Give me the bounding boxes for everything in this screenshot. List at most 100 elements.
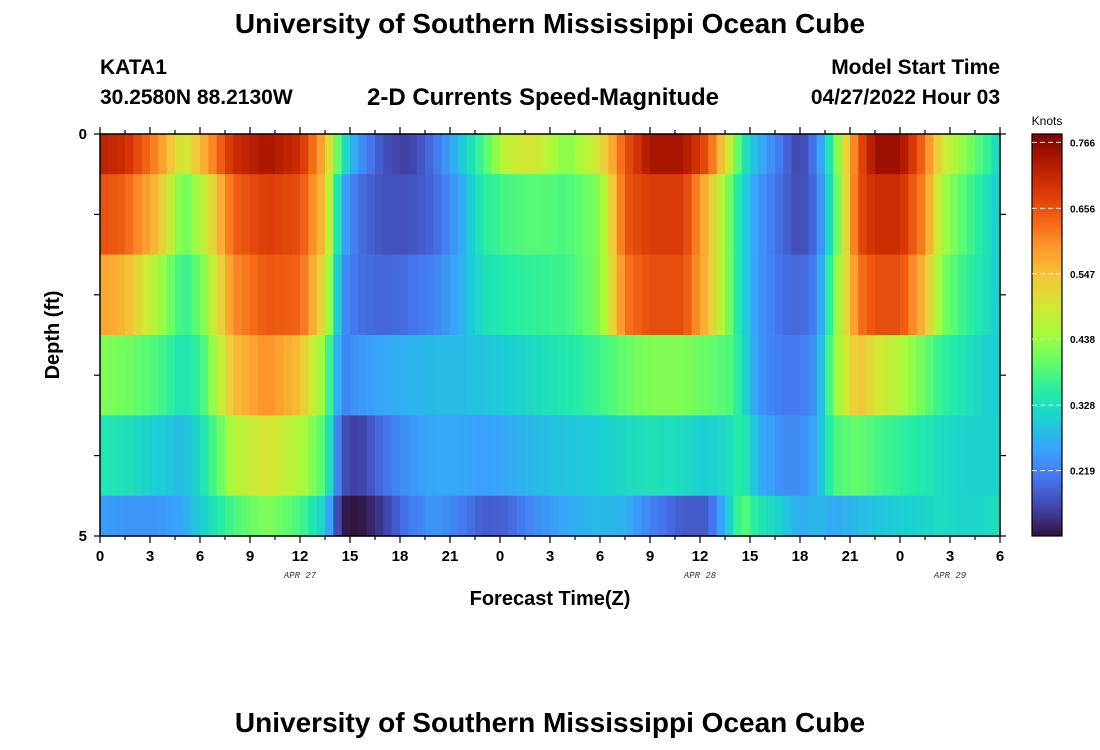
heatmap-cell [366, 254, 376, 336]
heatmap-cell [391, 134, 401, 175]
heatmap-cell [733, 174, 743, 256]
heatmap-cell [925, 174, 934, 256]
x-tick-label: 0 [496, 548, 504, 565]
heatmap-cell [258, 335, 268, 416]
heatmap-cell [383, 335, 393, 416]
heatmap-cell [833, 415, 843, 497]
heatmap-cell [400, 415, 409, 497]
heatmap-cell [391, 415, 401, 497]
heatmap-cell [758, 254, 768, 336]
heatmap-cell [300, 495, 309, 537]
heatmap-cell [966, 174, 976, 256]
heatmap-cell [741, 174, 751, 256]
heatmap-cell [116, 174, 126, 256]
heatmap-cell [341, 134, 351, 175]
heatmap-cell [208, 415, 218, 497]
heatmap-cell [766, 415, 776, 497]
heatmap-cell [316, 254, 326, 336]
heatmap-cell [200, 495, 209, 537]
heatmap-cell [433, 174, 443, 256]
heatmap-cell [116, 415, 126, 497]
heatmap-cell [800, 335, 809, 416]
heatmap-cell [483, 335, 493, 416]
heatmap-cell [683, 415, 693, 497]
heatmap-cell [383, 174, 393, 256]
heatmap-cell [466, 495, 476, 537]
heatmap-cell [516, 415, 526, 497]
heatmap-cell [858, 335, 868, 416]
heatmap-cell [550, 254, 559, 336]
heatmap-cell [916, 495, 926, 537]
heatmap-cell [400, 134, 409, 175]
heatmap-cell [691, 174, 701, 256]
heatmap-cell [300, 415, 309, 497]
heatmap-cell [241, 335, 251, 416]
heatmap-cell [800, 495, 809, 537]
heatmap-cell [508, 495, 518, 537]
heatmap-cell [558, 254, 568, 336]
heatmap-cell [258, 254, 268, 336]
heatmap-cell [575, 415, 584, 497]
heatmap-cell [350, 495, 359, 537]
heatmap-cell [591, 254, 601, 336]
heatmap-cell [483, 415, 493, 497]
heatmap-chart: 0 3 6 9 12 15 18 21 0 3 6 9 12 15 18 21 0 3 6 APR 27 APR 28 A… [42, 114, 1095, 610]
heatmap-cell [241, 254, 251, 336]
heatmap-cell [333, 335, 343, 416]
heatmap-cell [833, 174, 843, 256]
heatmap-cell [175, 174, 184, 256]
heatmap-cell [125, 134, 134, 175]
heatmap-cell [675, 495, 684, 537]
chart-title: 2-D Currents Speed-Magnitude [367, 84, 720, 111]
heatmap-cell [975, 495, 984, 537]
heatmap-cell [675, 134, 684, 175]
heatmap-cell [808, 415, 818, 497]
heatmap-cell [558, 134, 568, 175]
heatmap-cell [166, 174, 176, 256]
heatmap-cell [500, 415, 509, 497]
heatmap-cell [616, 254, 626, 336]
heatmap-cell [208, 335, 218, 416]
heatmap-cell [391, 254, 401, 336]
heatmap-cell [933, 254, 943, 336]
heatmap-cell [925, 335, 934, 416]
heatmap-cell [341, 335, 351, 416]
heatmap-cell [583, 134, 593, 175]
heatmap-cell [591, 495, 601, 537]
heatmap-cell [791, 254, 801, 336]
heatmap-cell [758, 335, 768, 416]
heatmap-cell [125, 254, 134, 336]
heatmap-cell [883, 254, 893, 336]
heatmap-cell [666, 415, 676, 497]
colorbar-tick-label: 0.656 [1070, 204, 1095, 215]
heatmap-cell [191, 495, 201, 537]
heatmap-cell [808, 495, 818, 537]
heatmap-cell [625, 495, 634, 537]
heatmap-cell [541, 495, 551, 537]
heatmap-cell [150, 495, 159, 537]
heatmap-cell [775, 254, 784, 336]
heatmap-cell [675, 254, 684, 336]
heatmap-cell [808, 254, 818, 336]
heatmap-cell [958, 254, 968, 336]
heatmap-cell [216, 495, 226, 537]
heatmap-cell [875, 174, 884, 256]
heatmap-cell [350, 335, 359, 416]
heatmap-cell [850, 134, 859, 175]
heatmap-cell [100, 134, 109, 175]
heatmap-cell [841, 134, 851, 175]
heatmap-cell [625, 134, 634, 175]
heatmap-cell [633, 174, 643, 256]
heatmap-cell [283, 174, 293, 256]
heatmap-cell [191, 254, 201, 336]
heatmap-cell [666, 495, 676, 537]
heatmap-cell [391, 174, 401, 256]
heatmap-cell [650, 335, 659, 416]
heatmap-cell [233, 174, 243, 256]
heatmap-cell [858, 174, 868, 256]
heatmap-cell [608, 174, 618, 256]
heatmap-cell [783, 335, 793, 416]
heatmap-cell [875, 335, 884, 416]
heatmap-cell [766, 134, 776, 175]
heatmap-cell [508, 335, 518, 416]
